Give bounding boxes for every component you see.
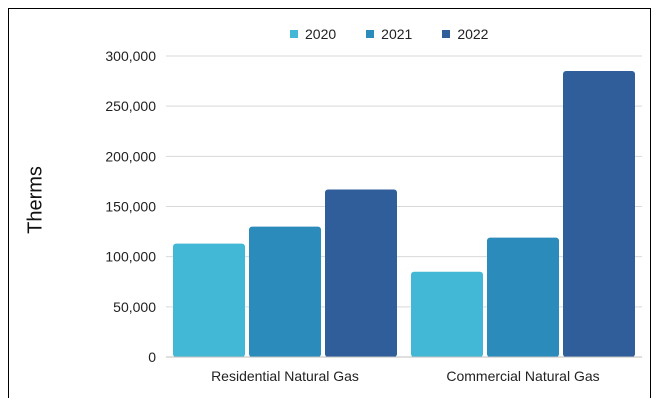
bar-2022-1 (563, 71, 635, 358)
legend-label-2021: 2021 (381, 26, 413, 42)
x-tick-label-1: Commercial Natural Gas (446, 368, 599, 384)
x-tick-label-0: Residential Natural Gas (211, 368, 359, 384)
bar-2020-0 (173, 243, 245, 357)
bar-2021-0 (249, 226, 321, 357)
legend: 2020 2021 2022 (290, 26, 488, 42)
y-tick-label-0: 0 (148, 349, 156, 365)
y-tick-label-50000: 50,000 (113, 299, 156, 315)
y-tick-label-300000: 300,000 (105, 48, 156, 64)
y-tick-label-100000: 100,000 (105, 249, 156, 265)
y-tick-label-200000: 200,000 (105, 148, 156, 164)
bar-2021-1 (487, 237, 559, 357)
legend-label-2022: 2022 (457, 26, 489, 42)
bar-2022-0 (325, 189, 397, 357)
legend-item-2020: 2020 (290, 26, 336, 42)
legend-swatch-2022 (442, 30, 451, 38)
y-tick-label-250000: 250,000 (105, 98, 156, 114)
legend-item-2021: 2021 (366, 26, 412, 42)
legend-swatch-2020 (290, 30, 298, 38)
bar-2020-1 (411, 271, 483, 357)
y-tick-label-150000: 150,000 (105, 199, 156, 215)
legend-item-2022: 2022 (442, 26, 488, 42)
legend-swatch-2021 (366, 30, 375, 38)
legend-label-2020: 2020 (305, 26, 337, 42)
